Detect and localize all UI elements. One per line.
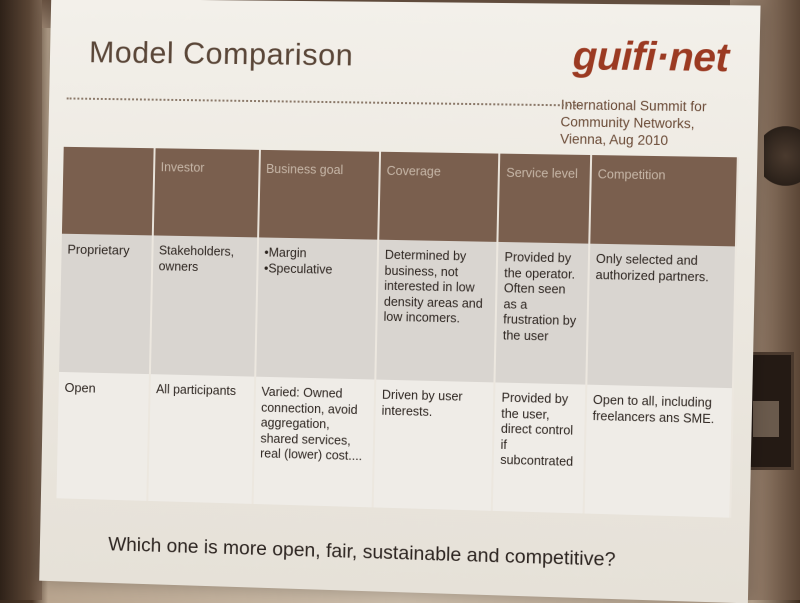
service-level-cell: Provided by the user, direct control if … [492, 382, 586, 513]
closing-question: Which one is more open, fair, sustainabl… [108, 533, 708, 574]
coverage-cell: Determined by business, not interested i… [375, 240, 497, 383]
dotted-divider [67, 97, 583, 106]
coverage-cell: Driven by user interests. [373, 380, 495, 511]
column-header: Service level [498, 154, 591, 244]
column-header: Investor [152, 148, 259, 237]
table-row: Proprietary Stakeholders, owners •Margin… [59, 234, 736, 388]
projected-slide: Model Comparison guifi·net International… [39, 0, 760, 603]
summit-caption: International Summit for Community Netwo… [560, 96, 734, 150]
row-label: Open [56, 372, 149, 501]
investor-cell: All participants [147, 374, 255, 504]
competition-cell: Only selected and authorized partners. [586, 244, 736, 389]
column-header: Competition [589, 155, 738, 246]
business-goal-item: •Margin [264, 245, 371, 263]
column-header: Coverage [378, 152, 499, 242]
left-wall [0, 0, 42, 600]
competition-cell: Open to all, including freelancers ans S… [584, 385, 733, 518]
service-level-cell: Provided by the operator. Often seen as … [495, 242, 589, 385]
investor-cell: Stakeholders, owners [150, 235, 258, 376]
wall-lamp [764, 120, 800, 192]
slide-title: Model Comparison [89, 34, 354, 73]
table-header-row: Investor Business goal Coverage Service … [62, 147, 738, 247]
table-row: Open All participants Varied: Owned conn… [56, 372, 732, 518]
summit-line: Vienna, Aug 2010 [560, 130, 733, 150]
business-goal-item: •Speculative [264, 261, 371, 279]
business-goal-cell: Varied: Owned connection, avoid aggregat… [252, 377, 375, 508]
guifi-net-logo: guifi·net [572, 34, 729, 81]
column-header [62, 147, 154, 236]
column-header: Business goal [258, 150, 380, 240]
row-label: Proprietary [59, 234, 152, 374]
business-goal-cell: •Margin •Speculative [255, 237, 378, 379]
comparison-table: Investor Business goal Coverage Service … [56, 147, 738, 518]
frame-plaque [753, 401, 779, 437]
